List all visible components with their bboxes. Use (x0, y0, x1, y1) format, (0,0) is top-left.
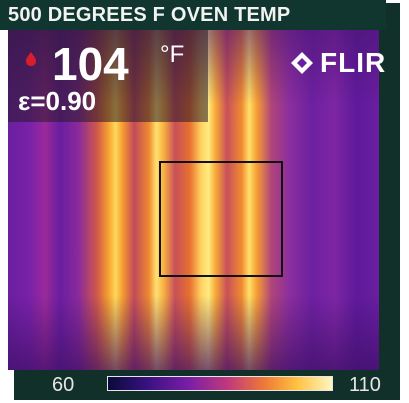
emissivity-value: ε=0.90 (18, 86, 97, 116)
flame-icon (26, 52, 36, 66)
temperature-value: 104 (52, 38, 129, 90)
flir-logo-icon (291, 52, 313, 74)
scale-min-label: 60 (52, 374, 75, 396)
image-title: 500 DEGREES F OVEN TEMP (0, 0, 386, 30)
scale-max-label: 110 (349, 374, 381, 396)
readout-panel (8, 30, 208, 122)
measurement-box (159, 161, 283, 277)
temperature-unit: °F (160, 41, 185, 68)
brand-name: FLIR (320, 47, 387, 78)
brand-logo: FLIR (290, 46, 400, 80)
color-palette-bar (107, 376, 333, 391)
